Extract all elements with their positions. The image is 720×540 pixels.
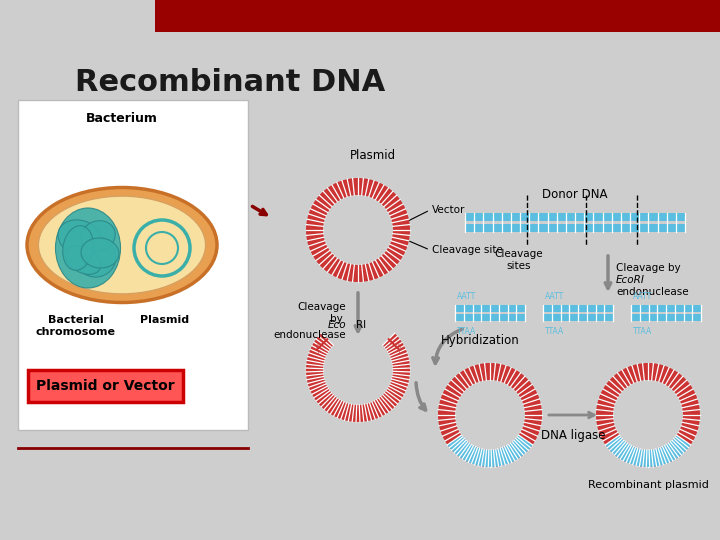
Ellipse shape <box>38 196 206 294</box>
Text: TTAA: TTAA <box>457 327 476 336</box>
Text: RI: RI <box>356 320 366 330</box>
Text: A
T: A T <box>315 344 319 355</box>
Circle shape <box>146 232 178 264</box>
Text: TTAA: TTAA <box>545 327 564 336</box>
Text: endonuclease: endonuclease <box>616 287 688 297</box>
FancyBboxPatch shape <box>28 370 183 402</box>
Wedge shape <box>306 178 410 282</box>
Text: Vector: Vector <box>432 205 465 215</box>
Ellipse shape <box>58 220 102 256</box>
Wedge shape <box>438 363 542 467</box>
Polygon shape <box>447 435 533 467</box>
Ellipse shape <box>76 239 116 277</box>
Text: Recombinant plasmid: Recombinant plasmid <box>588 480 708 490</box>
Text: AATT: AATT <box>457 292 476 301</box>
FancyBboxPatch shape <box>455 314 525 321</box>
FancyBboxPatch shape <box>631 305 701 312</box>
Text: Donor DNA: Donor DNA <box>542 188 608 201</box>
Ellipse shape <box>81 238 119 268</box>
Text: Bacterium: Bacterium <box>86 112 158 125</box>
Ellipse shape <box>63 226 94 271</box>
Ellipse shape <box>66 246 101 274</box>
Text: Recombinant DNA: Recombinant DNA <box>75 68 385 97</box>
Polygon shape <box>306 333 410 422</box>
Text: AATT: AATT <box>545 292 564 301</box>
Text: Bacterial
chromosome: Bacterial chromosome <box>36 315 116 336</box>
FancyBboxPatch shape <box>455 305 525 312</box>
Text: Cleavage by: Cleavage by <box>616 263 684 273</box>
FancyBboxPatch shape <box>465 224 685 232</box>
Ellipse shape <box>27 187 217 302</box>
Text: A
T: A T <box>397 344 400 355</box>
Text: Cleavage
by: Cleavage by <box>297 302 346 323</box>
FancyBboxPatch shape <box>543 314 613 321</box>
FancyBboxPatch shape <box>543 305 613 312</box>
FancyBboxPatch shape <box>155 0 720 32</box>
Text: AATT: AATT <box>633 292 652 301</box>
Text: endonuclease: endonuclease <box>274 330 346 340</box>
Text: EcoRI: EcoRI <box>616 275 645 285</box>
Wedge shape <box>596 363 700 467</box>
FancyBboxPatch shape <box>631 314 701 321</box>
Ellipse shape <box>55 208 120 288</box>
Text: Plasmid or Vector: Plasmid or Vector <box>36 379 175 393</box>
Text: Hybridization: Hybridization <box>441 334 519 347</box>
Text: Cleavage site: Cleavage site <box>432 245 503 255</box>
Text: DNA ligase: DNA ligase <box>541 429 606 442</box>
Text: Plasmid: Plasmid <box>140 315 189 325</box>
Text: TTAA: TTAA <box>633 327 652 336</box>
FancyBboxPatch shape <box>465 213 685 221</box>
Polygon shape <box>606 435 690 467</box>
Ellipse shape <box>81 221 115 251</box>
FancyBboxPatch shape <box>18 100 248 430</box>
Text: Plasmid: Plasmid <box>350 149 396 162</box>
Text: Cleavage
sites: Cleavage sites <box>495 249 543 271</box>
Text: Eco: Eco <box>328 320 346 330</box>
Circle shape <box>134 220 190 276</box>
